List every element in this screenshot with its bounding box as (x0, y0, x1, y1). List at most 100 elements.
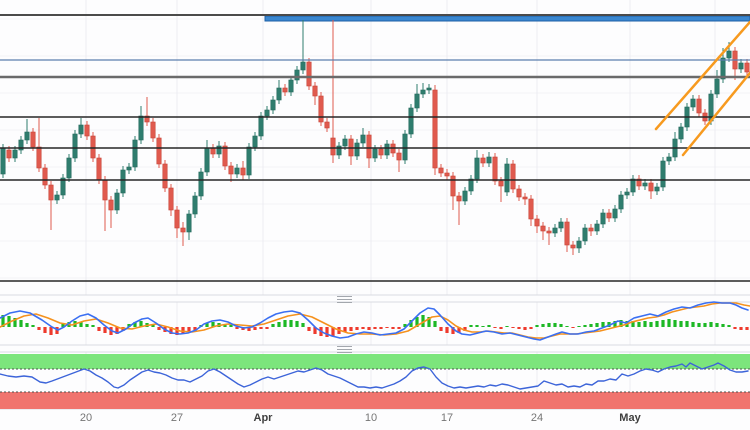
macd-histogram-bar (691, 322, 695, 327)
macd-histogram-bar (313, 327, 317, 334)
candle-up (354, 142, 360, 157)
macd-histogram-bar (253, 327, 257, 330)
macd-histogram-bar (151, 325, 155, 327)
candle-up (666, 156, 672, 162)
macd-histogram-bar (91, 325, 95, 327)
macd-histogram-bar (1, 315, 5, 327)
macd-histogram-bar (469, 325, 473, 327)
macd-histogram-bar (577, 326, 581, 327)
macd-histogram-bar (295, 321, 299, 327)
macd-histogram-bar (721, 324, 725, 327)
candle-up (558, 221, 564, 229)
candle-up (402, 133, 408, 161)
candle-up (126, 166, 132, 171)
macd-histogram-bar (673, 320, 677, 327)
candle-up (294, 69, 300, 81)
macd-histogram-bar (481, 326, 485, 327)
candle-up (288, 79, 294, 93)
macd-histogram-bar (157, 327, 161, 330)
candle-down (228, 165, 234, 175)
candle-up (408, 107, 414, 135)
candle-up (612, 208, 618, 219)
macd-histogram-bar (739, 327, 743, 330)
candle-down (534, 218, 540, 227)
macd-histogram-bar (649, 322, 653, 327)
rsi-overbought-band (0, 354, 750, 369)
candle-up (474, 157, 480, 180)
macd-histogram-bar (379, 327, 383, 329)
macd-histogram-bar (169, 327, 173, 334)
trend-channel-line (654, 20, 750, 131)
candle-down (330, 137, 336, 156)
axis-tick-label: 27 (170, 412, 184, 424)
candle-down (396, 152, 402, 161)
candle-up (738, 62, 744, 70)
macd-histogram-bar (211, 322, 215, 327)
candle-down (306, 61, 312, 87)
macd-histogram-bar (661, 320, 665, 327)
macd-histogram-bar (517, 327, 521, 329)
macd-histogram-bar (745, 327, 749, 330)
macd-histogram-bar (595, 323, 599, 327)
macd-histogram-bar (583, 325, 587, 327)
pane-resize-handle-icon[interactable] (337, 296, 352, 303)
candle-up (12, 149, 18, 159)
macd-histogram-bar (79, 322, 83, 327)
macd-histogram-bar (97, 327, 101, 331)
macd-histogram-bar (403, 324, 407, 327)
candle-up (414, 93, 420, 109)
macd-histogram-bar (187, 327, 191, 332)
candle-up (594, 223, 600, 232)
macd-histogram-bar (25, 323, 29, 327)
candle-down (606, 212, 612, 219)
candle-up (186, 213, 192, 233)
candle-down (648, 182, 654, 192)
macd-histogram-bar (103, 327, 107, 333)
candle-down (180, 227, 186, 233)
macd-histogram-bar (391, 327, 395, 329)
candle-down (36, 146, 42, 169)
macd-histogram-bar (685, 321, 689, 327)
macd-histogram-bar (349, 327, 353, 331)
macd-histogram-bar (289, 320, 293, 327)
pane-resize-handle-icon[interactable] (337, 346, 352, 353)
macd-pane[interactable] (0, 302, 750, 345)
macd-histogram-bar (439, 327, 443, 331)
macd-histogram-bar (205, 323, 209, 327)
candle-up (264, 109, 270, 117)
candle-up (138, 115, 144, 141)
candle-up (726, 50, 732, 59)
macd-layer (0, 301, 750, 341)
macd-histogram-bar (325, 327, 329, 337)
macd-histogram-bar (373, 327, 377, 329)
macd-histogram-bar (601, 322, 605, 327)
macd-histogram-bar (697, 323, 701, 327)
candle-up (78, 124, 84, 135)
candle-up (234, 167, 240, 175)
candle-down (42, 167, 48, 186)
macd-histogram-bar (265, 327, 269, 329)
rsi-line (0, 362, 749, 390)
candle-up (18, 139, 24, 151)
main-price-pane[interactable] (0, 0, 750, 295)
candle-up (198, 171, 204, 197)
candle-up (120, 169, 126, 194)
candle-down (516, 188, 522, 198)
candle-down (528, 198, 534, 220)
candle-down (90, 135, 96, 159)
macd-histogram-bar (307, 327, 311, 331)
rsi-pane[interactable] (0, 352, 750, 409)
macd-signal-line (0, 302, 750, 339)
candle-down (540, 225, 546, 232)
candle-up (60, 177, 66, 196)
macd-histogram-bar (445, 327, 449, 333)
candle-down (48, 184, 54, 201)
candle-up (420, 89, 426, 95)
candle-down (156, 137, 162, 165)
candle-up (216, 145, 222, 155)
macd-histogram-bar (541, 324, 545, 327)
candle-up (462, 190, 468, 202)
macd-histogram-bar (259, 327, 263, 329)
trend-channel-line (681, 71, 750, 157)
price-levels (0, 14, 750, 282)
